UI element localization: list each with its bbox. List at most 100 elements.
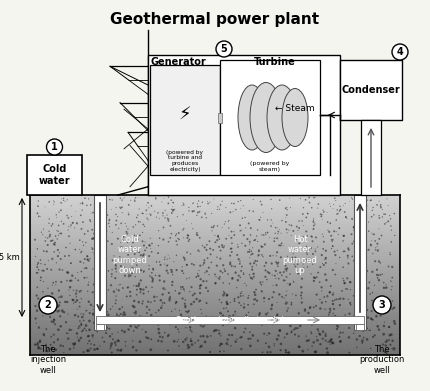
Point bbox=[183, 217, 190, 224]
Point bbox=[269, 294, 276, 300]
Point bbox=[99, 334, 106, 341]
Point bbox=[312, 248, 319, 255]
Point bbox=[156, 215, 163, 222]
Point bbox=[215, 327, 222, 334]
Point bbox=[204, 255, 211, 261]
Point bbox=[116, 282, 123, 288]
Point bbox=[175, 329, 182, 335]
Point bbox=[91, 230, 98, 237]
Point bbox=[165, 347, 172, 353]
Point bbox=[43, 341, 49, 348]
Point bbox=[329, 298, 336, 304]
Point bbox=[113, 211, 120, 217]
Bar bbox=[30, 325, 400, 328]
Point bbox=[132, 195, 139, 201]
Point bbox=[224, 308, 231, 314]
Point bbox=[382, 308, 389, 314]
Point bbox=[132, 310, 139, 317]
Point bbox=[369, 269, 376, 275]
Point bbox=[130, 310, 137, 316]
Point bbox=[154, 210, 161, 216]
Point bbox=[388, 332, 395, 338]
Point bbox=[170, 258, 177, 265]
Point bbox=[131, 198, 138, 204]
Point bbox=[84, 348, 91, 354]
Point bbox=[176, 307, 183, 314]
Bar bbox=[30, 264, 400, 267]
Point bbox=[208, 259, 215, 265]
Point bbox=[328, 336, 335, 343]
Point bbox=[184, 342, 191, 348]
Point bbox=[77, 300, 83, 306]
Point bbox=[169, 210, 175, 216]
Point bbox=[35, 198, 42, 204]
Point bbox=[206, 319, 213, 325]
Point bbox=[180, 226, 187, 232]
Point bbox=[377, 295, 384, 301]
Bar bbox=[30, 320, 400, 323]
Point bbox=[157, 262, 164, 268]
Point bbox=[135, 323, 142, 329]
Point bbox=[367, 291, 374, 297]
Point bbox=[369, 250, 376, 256]
Point bbox=[322, 337, 329, 344]
Point bbox=[279, 294, 286, 300]
Point bbox=[253, 262, 260, 268]
Point bbox=[154, 294, 160, 300]
Point bbox=[260, 254, 267, 260]
Text: Cold
water
pumped
down: Cold water pumped down bbox=[113, 235, 147, 275]
Point bbox=[345, 317, 352, 323]
Point bbox=[354, 231, 361, 238]
Point bbox=[125, 318, 132, 325]
Point bbox=[284, 253, 291, 259]
Bar bbox=[30, 258, 400, 262]
Point bbox=[37, 277, 44, 283]
Point bbox=[296, 240, 303, 246]
Point bbox=[133, 246, 140, 252]
Point bbox=[383, 282, 390, 288]
Point bbox=[282, 347, 289, 353]
Point bbox=[171, 338, 178, 344]
Point bbox=[99, 269, 106, 276]
Point bbox=[182, 304, 189, 310]
Point bbox=[353, 293, 360, 299]
Point bbox=[341, 233, 347, 239]
Point bbox=[87, 345, 94, 352]
Point bbox=[283, 288, 290, 294]
Point bbox=[159, 300, 166, 306]
Point bbox=[362, 255, 369, 261]
Point bbox=[341, 280, 348, 286]
Point bbox=[297, 323, 304, 329]
Point bbox=[91, 280, 98, 287]
Point bbox=[289, 256, 296, 263]
Point bbox=[232, 264, 239, 270]
Point bbox=[190, 262, 197, 268]
Point bbox=[91, 230, 98, 236]
Point bbox=[206, 199, 213, 205]
Point bbox=[182, 297, 189, 303]
Point bbox=[147, 210, 154, 217]
Point bbox=[222, 204, 229, 211]
Point bbox=[106, 196, 113, 203]
Point bbox=[216, 276, 223, 282]
Point bbox=[170, 207, 177, 213]
Point bbox=[120, 312, 126, 318]
Point bbox=[319, 300, 326, 306]
Point bbox=[168, 206, 175, 212]
Point bbox=[228, 228, 235, 235]
Point bbox=[217, 255, 224, 262]
Point bbox=[188, 261, 195, 267]
Point bbox=[135, 249, 142, 255]
Point bbox=[200, 323, 206, 330]
Point bbox=[306, 314, 313, 321]
Point bbox=[146, 253, 153, 259]
Point bbox=[375, 277, 382, 283]
Point bbox=[273, 259, 280, 265]
Point bbox=[193, 317, 200, 324]
Point bbox=[378, 204, 384, 211]
Point bbox=[325, 312, 332, 318]
Point bbox=[341, 209, 348, 215]
Point bbox=[233, 285, 240, 291]
Point bbox=[50, 339, 57, 346]
Point bbox=[365, 285, 372, 291]
